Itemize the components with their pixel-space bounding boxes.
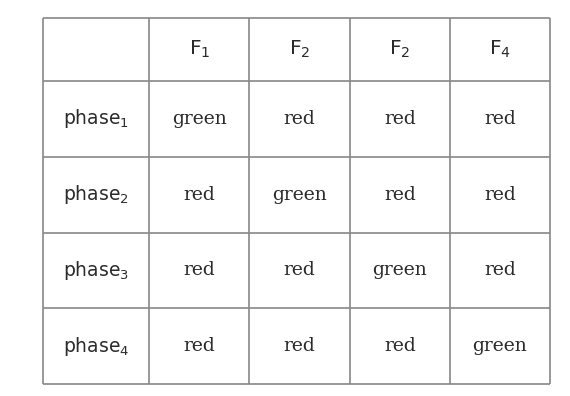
Text: $\mathrm{F}_{4}$: $\mathrm{F}_{4}$: [489, 39, 511, 60]
Text: green: green: [473, 337, 527, 355]
Text: $\mathrm{phase}_{3}$: $\mathrm{phase}_{3}$: [63, 259, 129, 282]
Text: green: green: [272, 186, 327, 204]
Text: $\mathrm{F}_{1}$: $\mathrm{F}_{1}$: [189, 39, 210, 60]
Text: red: red: [384, 110, 416, 128]
Text: red: red: [184, 261, 215, 280]
Text: red: red: [284, 261, 315, 280]
Text: red: red: [184, 337, 215, 355]
Text: $\mathrm{F}_{2}$: $\mathrm{F}_{2}$: [289, 39, 310, 60]
Text: red: red: [484, 261, 516, 280]
Text: $\mathrm{phase}_{1}$: $\mathrm{phase}_{1}$: [63, 107, 129, 130]
Text: red: red: [184, 186, 215, 204]
Text: $\mathrm{phase}_{2}$: $\mathrm{phase}_{2}$: [63, 183, 129, 206]
Text: red: red: [484, 110, 516, 128]
Text: green: green: [172, 110, 227, 128]
Text: $\mathrm{F}_{2}$: $\mathrm{F}_{2}$: [389, 39, 410, 60]
Text: red: red: [384, 186, 416, 204]
Text: $\mathrm{phase}_{4}$: $\mathrm{phase}_{4}$: [63, 335, 129, 358]
Text: red: red: [484, 186, 516, 204]
Text: green: green: [372, 261, 427, 280]
Text: red: red: [284, 337, 315, 355]
Text: red: red: [284, 110, 315, 128]
Text: red: red: [384, 337, 416, 355]
